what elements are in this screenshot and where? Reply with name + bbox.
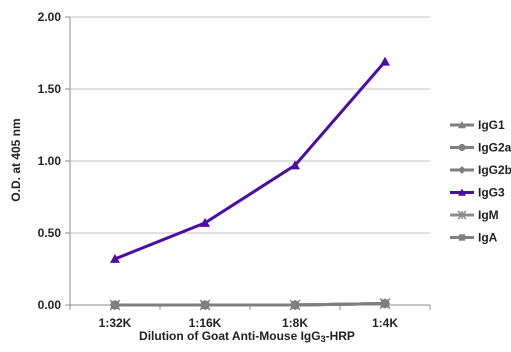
grid-lines <box>70 16 430 234</box>
y-tick-label: 1.50 <box>38 82 62 96</box>
x-tick-label: 1:32K <box>99 316 132 330</box>
legend: IgG1 IgG2a IgG2b IgG3 IgM IgA <box>450 118 511 245</box>
legend-label: IgA <box>478 231 498 245</box>
y-tick-labels: 0.00 0.50 1.00 1.50 2.00 <box>38 10 62 312</box>
legend-label: IgG2b <box>478 163 511 177</box>
legend-label: IgG3 <box>478 186 505 200</box>
series-iga <box>111 299 389 309</box>
legend-marker <box>457 210 467 220</box>
y-tick-label: 2.00 <box>38 10 62 24</box>
legend-item-igg2a: IgG2a <box>450 141 511 155</box>
series-igg3 <box>110 56 390 263</box>
legend-marker <box>458 143 466 152</box>
y-tick-label: 0.50 <box>38 226 62 240</box>
legend-item-iga: IgA <box>450 231 498 245</box>
legend-item-igg1: IgG1 <box>450 118 505 132</box>
data-point <box>200 217 210 227</box>
x-tick-label: 1:8K <box>282 316 308 330</box>
data-point <box>290 160 300 170</box>
legend-item-igm: IgM <box>450 208 499 222</box>
data-point <box>110 253 120 263</box>
legend-item-igg3: IgG3 <box>450 186 505 200</box>
series-line <box>115 302 386 307</box>
y-tick-label: 1.00 <box>38 154 62 168</box>
legend-label: IgM <box>478 208 499 222</box>
axes <box>65 16 431 310</box>
series <box>109 56 391 311</box>
y-axis-title: O.D. at 405 nm <box>9 118 23 201</box>
legend-label: IgG2a <box>478 141 511 155</box>
data-point <box>381 299 389 308</box>
data-point <box>380 56 390 66</box>
legend-label: IgG1 <box>478 118 505 132</box>
legend-marker <box>458 234 466 241</box>
legend-item-igg2b: IgG2b <box>450 163 511 177</box>
x-tick-label: 1:4K <box>372 316 398 330</box>
legend-marker <box>458 166 466 174</box>
x-tick-label: 1:16K <box>189 316 222 330</box>
x-axis-title: Dilution of Goat Anti-Mouse IgG3-HRP <box>139 329 355 344</box>
data-point <box>291 301 299 309</box>
legend-marker <box>458 121 466 129</box>
series-line <box>114 60 387 261</box>
y-tick-label: 0.00 <box>38 298 62 312</box>
x-tick-labels: 1:32K 1:16K 1:8K 1:4K <box>99 316 399 330</box>
data-point <box>201 301 209 309</box>
legend-marker <box>458 188 466 196</box>
data-point <box>111 301 119 309</box>
